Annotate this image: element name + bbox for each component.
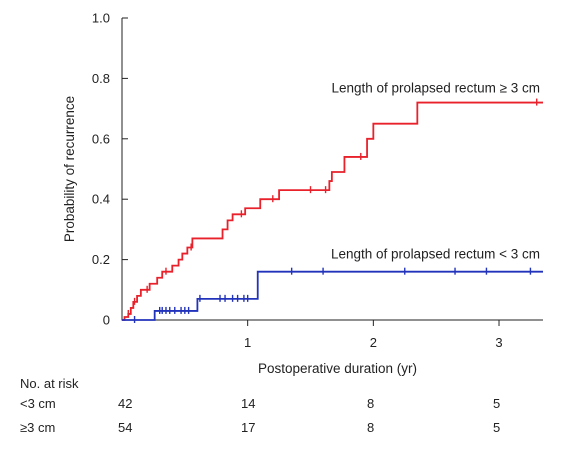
risk-row-label: ≥3 cm: [20, 420, 56, 435]
x-tick-label: 2: [370, 335, 377, 350]
risk-value: 14: [241, 396, 256, 411]
y-tick-label: 0: [103, 313, 110, 328]
y-tick-label: 1.0: [92, 11, 110, 26]
series-line: [122, 270, 543, 321]
y-tick-label: 0.6: [92, 131, 110, 146]
y-tick-label: 0.8: [92, 71, 110, 86]
risk-value: 54: [118, 420, 133, 435]
series-ge3cm: [122, 98, 543, 321]
axes: [121, 17, 543, 326]
series-layer: [122, 98, 543, 323]
series-annotation: Length of prolapsed rectum < 3 cm: [331, 247, 540, 262]
x-tick-label: 1: [244, 335, 251, 350]
y-tick-label: 0.4: [92, 192, 110, 207]
risk-value: 17: [241, 420, 256, 435]
series-line: [122, 101, 543, 321]
y-tick-label: 0.2: [92, 252, 110, 267]
y-axis-title: Probability of recurrence: [62, 96, 77, 242]
labels: 0 0.2 0.4 0.6 0.8 1.0 1 2 3 Postoperative duratio…: [62, 11, 540, 377]
series-annotation: Length of prolapsed rectum ≥ 3 cm: [331, 80, 540, 95]
risk-value: 8: [367, 420, 375, 435]
risk-value: 5: [493, 396, 501, 411]
x-axis-title: Postoperative duration (yr): [258, 361, 417, 376]
risk-value: 8: [367, 396, 375, 411]
series-lt3cm: [122, 267, 543, 323]
risk-row-label: <3 cm: [20, 396, 56, 411]
x-tick-label: 3: [495, 335, 502, 350]
risk-value: 42: [118, 396, 133, 411]
risk-value: 5: [493, 420, 501, 435]
risk-table-title: No. at risk: [20, 376, 79, 391]
